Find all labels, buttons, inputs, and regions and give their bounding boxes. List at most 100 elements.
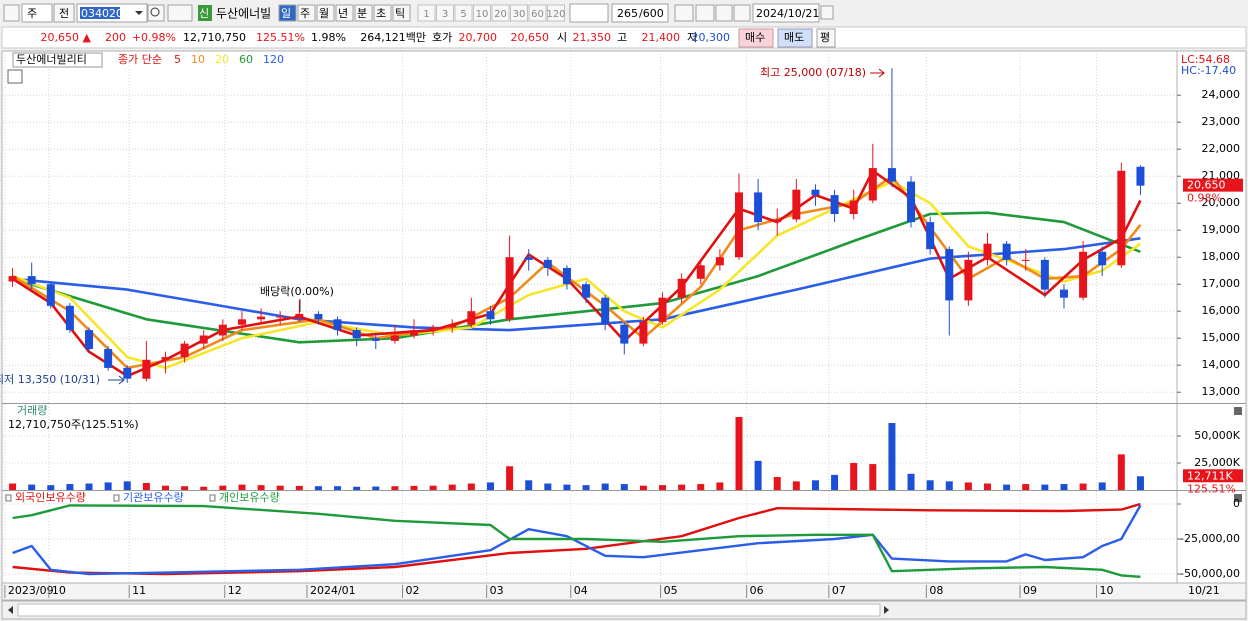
candle-body — [314, 313, 323, 320]
x-tick-label: 12 — [228, 584, 242, 597]
candle-body — [448, 324, 457, 328]
legend-entry: 기관보유수량 — [123, 491, 184, 504]
volume-bar — [1003, 484, 1011, 490]
volume-bar — [104, 482, 112, 490]
interval-button[interactable] — [417, 4, 436, 22]
x-axis-bar — [1, 582, 1247, 601]
buy-button[interactable] — [738, 28, 774, 48]
table-icon[interactable] — [7, 69, 23, 84]
volume-bar — [506, 466, 514, 490]
period-button[interactable] — [278, 4, 297, 22]
volume-bar — [659, 485, 667, 490]
interval-button[interactable] — [454, 4, 473, 22]
y-tick-label: 18,000 — [1202, 250, 1241, 263]
avg-button[interactable] — [816, 28, 836, 48]
candle-body — [792, 189, 801, 220]
quote-change-pct: +0.98% — [132, 31, 176, 44]
count-input[interactable] — [611, 3, 669, 23]
volume-box-text: 12,711K — [1187, 469, 1233, 482]
volume-bar — [907, 473, 915, 490]
period-button[interactable] — [392, 4, 411, 22]
candle-body — [1136, 166, 1145, 186]
settings-button[interactable] — [733, 4, 751, 22]
search-button[interactable] — [147, 4, 165, 22]
y-tick-label: 17,000 — [1202, 277, 1241, 290]
interval-button[interactable] — [510, 4, 528, 22]
panel-close[interactable] — [1234, 407, 1242, 415]
menu-button[interactable] — [3, 4, 20, 22]
period-button[interactable] — [316, 4, 335, 22]
prev-button[interactable] — [53, 3, 75, 23]
volume-bar — [1136, 476, 1144, 490]
volume-bar — [869, 464, 877, 490]
candle-body — [1040, 259, 1049, 290]
period-button[interactable] — [297, 4, 316, 22]
x-tick-label: 10 — [52, 584, 66, 597]
candle-body — [333, 319, 342, 331]
sell-button[interactable] — [777, 28, 813, 48]
volume-bar — [429, 485, 437, 490]
sound-button[interactable] — [167, 4, 193, 22]
unit-select[interactable] — [569, 3, 609, 23]
interval-button[interactable] — [528, 4, 547, 22]
tool-button[interactable] — [695, 4, 715, 22]
period-text: 주 — [300, 7, 310, 20]
interval-text: 1 — [423, 9, 429, 20]
count-text: 265 — [617, 7, 638, 20]
interval-button[interactable] — [436, 4, 454, 22]
date-input[interactable] — [752, 3, 820, 23]
candle-body — [371, 338, 380, 341]
ask-price: 20,700 — [459, 31, 498, 44]
candle-button[interactable] — [674, 4, 694, 22]
x-tick-label: 2023/09 — [8, 584, 54, 597]
y-tick-label: 13,000 — [1202, 385, 1241, 398]
series-line — [12, 237, 1141, 332]
y-tick-label: 24,000 — [1202, 88, 1241, 101]
hc-label: HC:-17.40 — [1181, 64, 1236, 77]
candle-body — [964, 259, 973, 301]
volume-bar — [123, 481, 131, 490]
candle-body — [696, 265, 705, 279]
interval-text: 10 — [476, 9, 489, 20]
volume-bar — [697, 484, 705, 490]
volume-bar — [1117, 454, 1125, 490]
annotation-arrow — [108, 375, 125, 385]
price-change: 0.98% — [1187, 192, 1222, 205]
interval-text: 5 — [460, 9, 466, 20]
scroll-thumb[interactable] — [17, 603, 881, 617]
volume-bar — [601, 483, 609, 490]
save-button[interactable] — [715, 4, 733, 22]
new-badge[interactable] — [198, 5, 212, 21]
candle-body — [677, 278, 686, 298]
period-button[interactable] — [335, 4, 354, 22]
candle-body — [352, 330, 361, 339]
candle-body — [620, 324, 629, 344]
open-label: 시 — [557, 31, 567, 44]
series-line — [11, 174, 1142, 370]
y-tick-label: 20,000 — [1202, 196, 1241, 209]
candle-body — [811, 189, 820, 196]
period-select[interactable] — [21, 3, 53, 23]
candle-body — [715, 257, 724, 266]
candle-body — [887, 168, 896, 182]
candle-body — [1098, 251, 1107, 266]
y-tick-label: 22,000 — [1202, 142, 1241, 155]
period-text: 월 — [319, 7, 329, 20]
panel-close[interactable] — [1234, 494, 1242, 502]
series-line — [12, 502, 1141, 576]
series-line — [12, 504, 1141, 578]
code-highlight — [80, 7, 120, 19]
period-button[interactable] — [373, 4, 392, 22]
period-button[interactable] — [354, 4, 373, 22]
volume-bar — [9, 483, 17, 490]
interval-button[interactable] — [473, 4, 491, 22]
period-text: 틱 — [395, 7, 405, 20]
interval-button[interactable] — [491, 4, 510, 22]
calendar-button[interactable] — [820, 5, 834, 20]
candle-body — [180, 343, 189, 358]
interval-button[interactable] — [547, 4, 565, 22]
volume-bar — [467, 483, 475, 490]
legend-entry: 10 — [191, 53, 205, 66]
legend-entry: 개인보유수량 — [219, 491, 280, 504]
